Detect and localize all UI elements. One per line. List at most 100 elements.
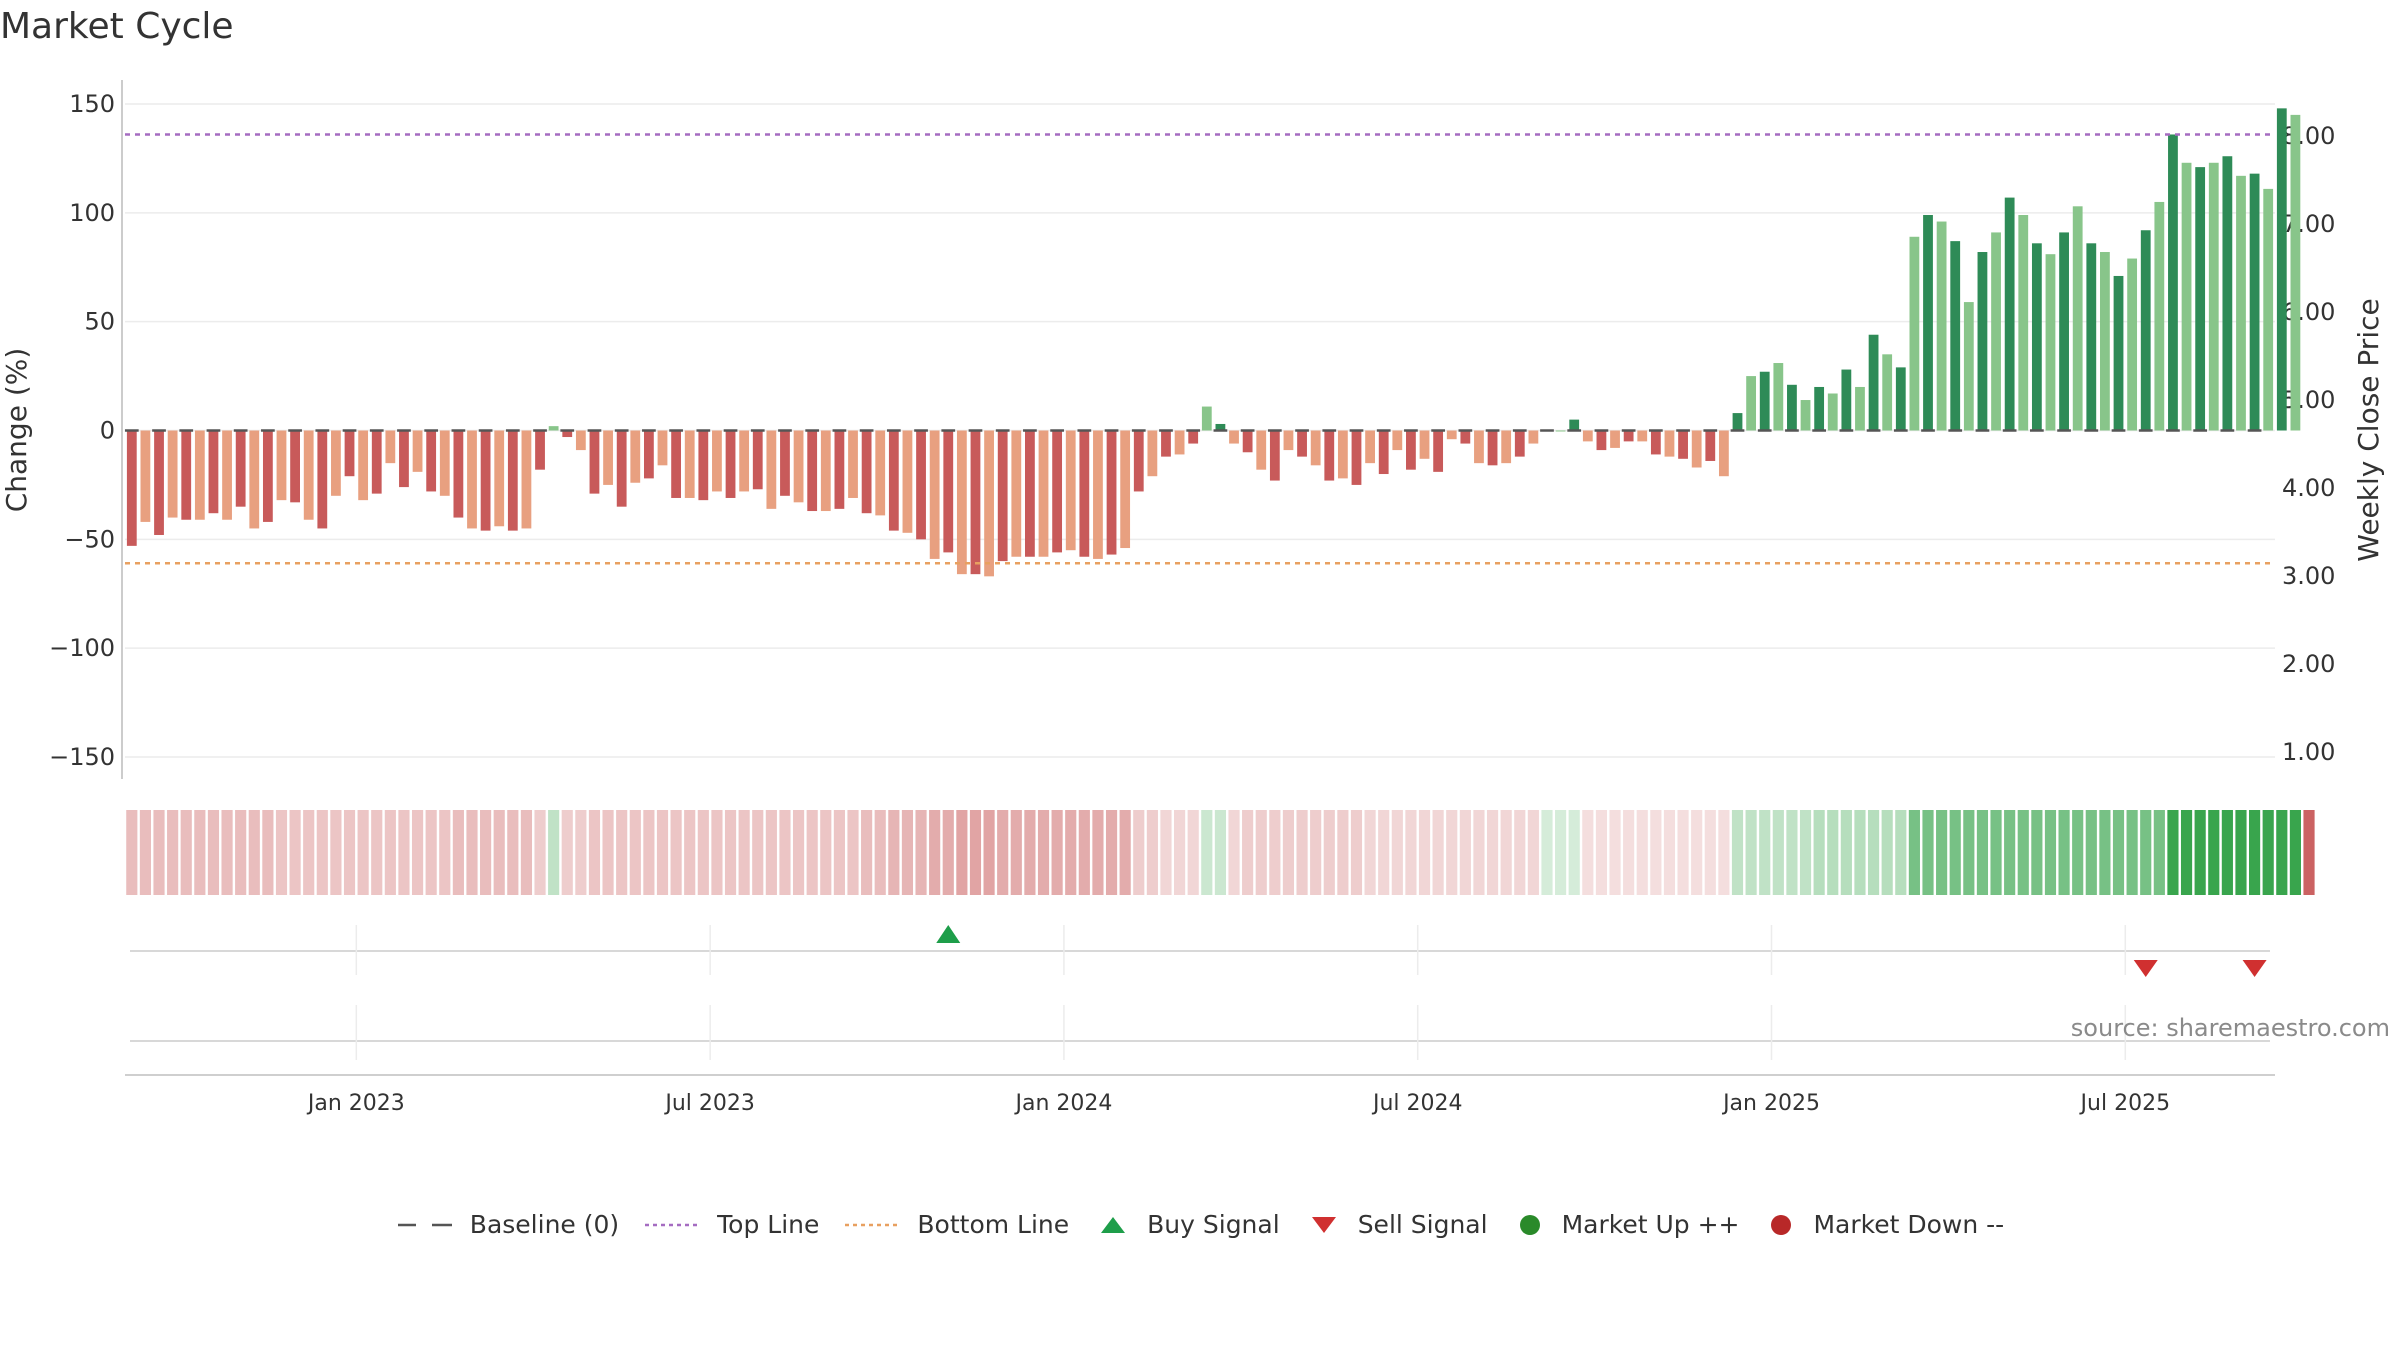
strip-cell bbox=[1867, 810, 1880, 895]
dash-line-icon bbox=[397, 1223, 452, 1226]
legend-item-sell-signal[interactable]: Sell Signal bbox=[1304, 1210, 1488, 1239]
bar bbox=[2154, 201, 2165, 431]
bar bbox=[2181, 162, 2192, 431]
strip-cell bbox=[411, 810, 424, 895]
strip-cell bbox=[711, 810, 723, 895]
legend-item-bottom-line[interactable]: Bottom Line bbox=[843, 1210, 1069, 1239]
bar bbox=[2276, 108, 2287, 431]
strip-cell bbox=[1065, 810, 1077, 895]
bar bbox=[2140, 230, 2151, 431]
legend-label-top-line: Top Line bbox=[717, 1210, 820, 1239]
strip-cell bbox=[289, 810, 301, 895]
strip-cell bbox=[1174, 810, 1186, 895]
bar bbox=[2059, 232, 2069, 431]
legend-item-market-down[interactable]: Market Down -- bbox=[1763, 1210, 2004, 1239]
y-tick-label: −150 bbox=[49, 743, 115, 771]
strip-cell bbox=[167, 810, 179, 895]
strip-cell bbox=[1514, 810, 1526, 895]
bar bbox=[1011, 430, 1022, 557]
strip-cell bbox=[221, 810, 233, 895]
strip-cell bbox=[1949, 810, 1961, 895]
bar bbox=[780, 430, 790, 496]
strip-cell bbox=[275, 810, 288, 895]
green-dot-icon bbox=[1519, 1214, 1540, 1235]
bar bbox=[725, 430, 736, 498]
strip-cell bbox=[1242, 810, 1254, 895]
bar bbox=[1201, 406, 1212, 431]
strip-cell bbox=[1609, 810, 1621, 895]
bar bbox=[1514, 430, 1525, 457]
bar bbox=[1310, 430, 1321, 466]
strip-cell bbox=[1827, 810, 1839, 895]
bar bbox=[820, 430, 831, 512]
bar bbox=[1093, 430, 1103, 559]
bar bbox=[888, 430, 899, 531]
strip-cell bbox=[588, 810, 601, 895]
strip-cell bbox=[1786, 810, 1798, 895]
bar bbox=[1324, 430, 1335, 481]
strip-cell bbox=[956, 810, 968, 895]
strip-cell bbox=[480, 810, 492, 895]
bar bbox=[276, 430, 287, 501]
x-tick-label: Jan 2024 bbox=[1013, 1091, 1112, 1116]
y2-tick-label: 6.00 bbox=[2282, 298, 2335, 326]
bar bbox=[412, 430, 423, 472]
bar bbox=[2222, 156, 2233, 431]
bar bbox=[793, 430, 804, 503]
strip-cell bbox=[180, 810, 192, 895]
bar bbox=[1242, 430, 1253, 453]
strip-cell bbox=[670, 810, 682, 895]
strip-cell bbox=[1813, 810, 1825, 895]
bar bbox=[698, 430, 709, 501]
strip-cell bbox=[2044, 810, 2057, 895]
strip-cell bbox=[888, 810, 900, 895]
bar bbox=[317, 430, 328, 529]
bar bbox=[1446, 430, 1457, 440]
bar bbox=[1936, 221, 1947, 431]
bar bbox=[834, 430, 845, 509]
bar bbox=[1147, 430, 1158, 477]
dotted-purple-line-icon bbox=[645, 1223, 702, 1226]
bar bbox=[929, 430, 940, 559]
legend-item-baseline[interactable]: Baseline (0) bbox=[396, 1210, 619, 1239]
bar bbox=[1569, 419, 1580, 431]
bar bbox=[1705, 430, 1716, 461]
strip-cell bbox=[1255, 810, 1267, 895]
strip-cell bbox=[1133, 810, 1145, 895]
bar bbox=[1392, 430, 1403, 451]
strip-cell bbox=[371, 810, 383, 895]
bar bbox=[331, 430, 341, 496]
bar bbox=[262, 430, 273, 522]
strip-cell bbox=[2112, 810, 2125, 895]
strip-cell bbox=[779, 810, 791, 895]
strip-cell bbox=[1731, 810, 1744, 895]
strip-cell bbox=[1486, 810, 1499, 895]
x-tick-label: Jan 2023 bbox=[306, 1091, 405, 1116]
legend-item-buy-signal[interactable]: Buy Signal bbox=[1093, 1210, 1280, 1239]
strip-cell bbox=[452, 810, 464, 895]
bar bbox=[562, 430, 573, 438]
bar bbox=[1025, 430, 1035, 557]
strip-cell bbox=[1378, 810, 1390, 895]
bar bbox=[1133, 430, 1144, 492]
strip-cell bbox=[2153, 810, 2165, 895]
strip-cell bbox=[1214, 810, 1226, 895]
strip-cell bbox=[1146, 810, 1158, 895]
strip-cell bbox=[1963, 810, 1975, 895]
legend-label-bottom-line: Bottom Line bbox=[917, 1210, 1070, 1239]
legend-item-market-up[interactable]: Market Up ++ bbox=[1512, 1210, 1739, 1239]
bar bbox=[1650, 430, 1661, 455]
legend-item-top-line[interactable]: Top Line bbox=[643, 1210, 819, 1239]
bar bbox=[167, 430, 178, 518]
strip-cell bbox=[1092, 810, 1104, 895]
strip-cell bbox=[303, 810, 315, 895]
source-credit: source: sharemaestro.com bbox=[2070, 1014, 2390, 1042]
bar bbox=[1923, 215, 1933, 431]
bar bbox=[371, 430, 382, 494]
strip-cell bbox=[1881, 810, 1893, 895]
bar bbox=[2263, 188, 2274, 431]
strip-cell bbox=[343, 810, 356, 895]
bar bbox=[1256, 430, 1267, 470]
strip-cell bbox=[534, 810, 546, 895]
strip-cell bbox=[153, 810, 165, 895]
